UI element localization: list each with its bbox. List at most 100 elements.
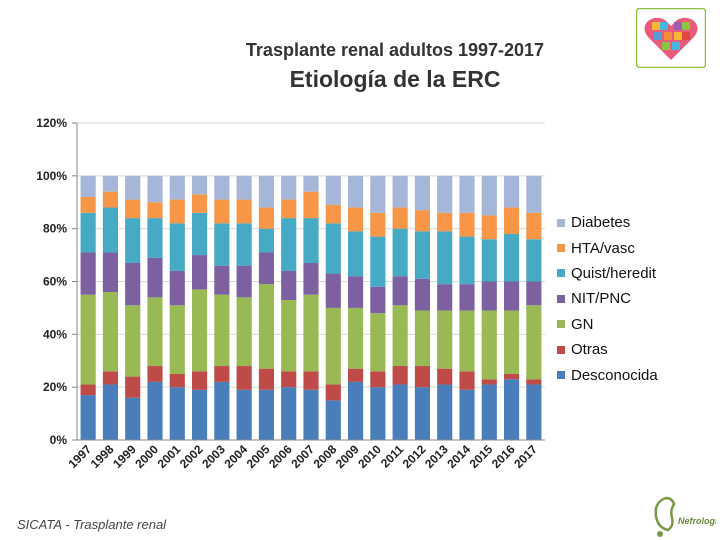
bar-segment-quist-heredit-2014 (459, 236, 475, 285)
bar-segment-diabetes-2017 (526, 175, 542, 213)
bar-segment-gn-2006 (281, 299, 297, 372)
bar-segment-otras-2008 (325, 384, 341, 401)
bar-segment-gn-1999 (125, 305, 141, 377)
legend-item-gn: GN (557, 312, 658, 337)
bar-segment-hta-vasc-2002 (191, 194, 208, 213)
bar-segment-gn-2013 (437, 310, 453, 369)
bar-segment-quist-heredit-2010 (370, 236, 386, 287)
bar-segment-otras-2005 (258, 368, 275, 390)
x-tick-label: 2011 (378, 442, 407, 471)
x-tick-label: 1998 (88, 442, 117, 471)
bar-segment-desconocida-2014 (459, 389, 475, 440)
y-tick-label: 20% (43, 380, 67, 394)
bar-segment-hta-vasc-2017 (526, 212, 542, 240)
bar-segment-nit-pnc-2015 (481, 281, 497, 311)
bar-segment-diabetes-1998 (102, 175, 119, 192)
bar-segment-quist-heredit-2008 (325, 223, 341, 274)
bar-segment-nit-pnc-2002 (191, 255, 208, 290)
bar-segment-diabetes-2008 (325, 175, 341, 205)
bar-segment-diabetes-2016 (503, 175, 520, 208)
bar-segment-nit-pnc-1997 (80, 252, 96, 295)
bar-segment-nit-pnc-2012 (414, 278, 431, 311)
legend-label: Diabetes (571, 214, 631, 232)
bar-segment-otras-2010 (370, 371, 386, 388)
chart-subtitle: Trasplante renal adultos 1997-2017 (245, 40, 545, 60)
bar-segment-otras-2014 (459, 371, 475, 390)
x-tick-label: 2015 (467, 442, 496, 471)
bar-segment-desconocida-2002 (191, 389, 208, 440)
bar-segment-desconocida-2012 (414, 387, 431, 440)
bar-segment-desconocida-2004 (236, 389, 252, 440)
bar-segment-diabetes-1999 (125, 175, 141, 200)
x-tick-label: 2006 (266, 442, 295, 471)
legend-label: HTA/vasc (571, 239, 635, 257)
bar-segment-hta-vasc-1997 (80, 196, 96, 213)
bar-segment-hta-vasc-2005 (258, 207, 275, 229)
x-tick-label: 2000 (132, 442, 161, 471)
legend-swatch (557, 294, 565, 303)
bar-segment-nit-pnc-2005 (258, 252, 275, 285)
bar-segment-diabetes-2015 (481, 175, 497, 216)
bar-segment-otras-2013 (437, 368, 453, 385)
bar-segment-desconocida-2010 (370, 387, 386, 440)
bar-segment-quist-heredit-2011 (392, 228, 408, 277)
legend-swatch (557, 218, 565, 227)
bar-segment-quist-heredit-1999 (125, 218, 141, 264)
bar-segment-nit-pnc-2010 (370, 286, 386, 314)
bar-segment-gn-2002 (191, 289, 208, 372)
legend-item-hta-vasc: HTA/vasc (557, 235, 658, 260)
bar-segment-quist-heredit-2003 (214, 223, 230, 266)
bar-segment-gn-2000 (147, 297, 163, 367)
bar-segment-otras-2011 (392, 366, 408, 385)
bar-segment-quist-heredit-1997 (80, 212, 96, 253)
x-tick-label: 2014 (444, 442, 473, 471)
bar-segment-gn-2010 (370, 313, 386, 372)
bar-segment-hta-vasc-2009 (347, 207, 364, 232)
x-tick-label: 2010 (355, 442, 384, 471)
bar-segment-gn-2012 (414, 310, 431, 367)
bar-segment-gn-2005 (258, 284, 275, 369)
bar-segment-desconocida-2003 (214, 381, 230, 440)
bar-segment-hta-vasc-2004 (236, 199, 252, 224)
bar-segment-gn-2016 (503, 310, 520, 374)
bar-segment-otras-2009 (347, 368, 364, 382)
legend-item-desconocida: Desconocida (557, 362, 658, 387)
x-tick-label: 2003 (199, 442, 228, 471)
bar-segment-nit-pnc-2000 (147, 257, 163, 298)
y-tick-label: 80% (43, 222, 67, 236)
bar-segment-quist-heredit-2013 (437, 231, 453, 285)
bar-segment-gn-1998 (102, 292, 119, 372)
bar-segment-hta-vasc-2007 (303, 191, 319, 219)
bar-segment-gn-2009 (347, 307, 364, 369)
bar-segment-nit-pnc-1998 (102, 252, 119, 293)
nephrology-logo: Nefrología (654, 496, 716, 537)
legend-label: Desconocida (571, 366, 658, 384)
bar-segment-hta-vasc-2001 (169, 199, 185, 224)
bar-segment-desconocida-2017 (526, 384, 542, 440)
x-tick-label: 2007 (288, 442, 317, 471)
bar-segment-gn-2017 (526, 305, 542, 380)
bar-segment-quist-heredit-2006 (281, 218, 297, 271)
bar-segment-quist-heredit-2016 (503, 233, 520, 282)
bar-segment-quist-heredit-2007 (303, 218, 319, 264)
bar-segment-desconocida-2001 (169, 387, 185, 440)
legend-item-quist-heredit: Quist/heredit (557, 261, 658, 286)
bar-segment-desconocida-2000 (147, 381, 163, 440)
bar-segment-hta-vasc-2011 (392, 207, 408, 229)
bar-segment-desconocida-1999 (125, 397, 141, 440)
bar-segment-otras-2000 (147, 366, 163, 382)
bar-segment-desconocida-2011 (392, 384, 408, 440)
x-tick-label: 2008 (311, 442, 340, 471)
bar-segment-quist-heredit-2001 (169, 223, 185, 271)
bar-segment-diabetes-1997 (80, 175, 96, 197)
bar-segment-nit-pnc-2017 (526, 281, 542, 306)
bar-segment-hta-vasc-2015 (481, 215, 497, 240)
bar-segment-gn-2001 (169, 305, 185, 374)
legend-label: GN (571, 315, 594, 333)
bar-segment-diabetes-2006 (281, 175, 297, 200)
bar-segment-hta-vasc-2006 (281, 199, 297, 219)
bar-segment-otras-2003 (214, 366, 230, 382)
x-tick-label: 2004 (221, 442, 250, 471)
bar-segment-quist-heredit-2005 (258, 228, 275, 253)
bar-segment-desconocida-2007 (303, 389, 319, 440)
